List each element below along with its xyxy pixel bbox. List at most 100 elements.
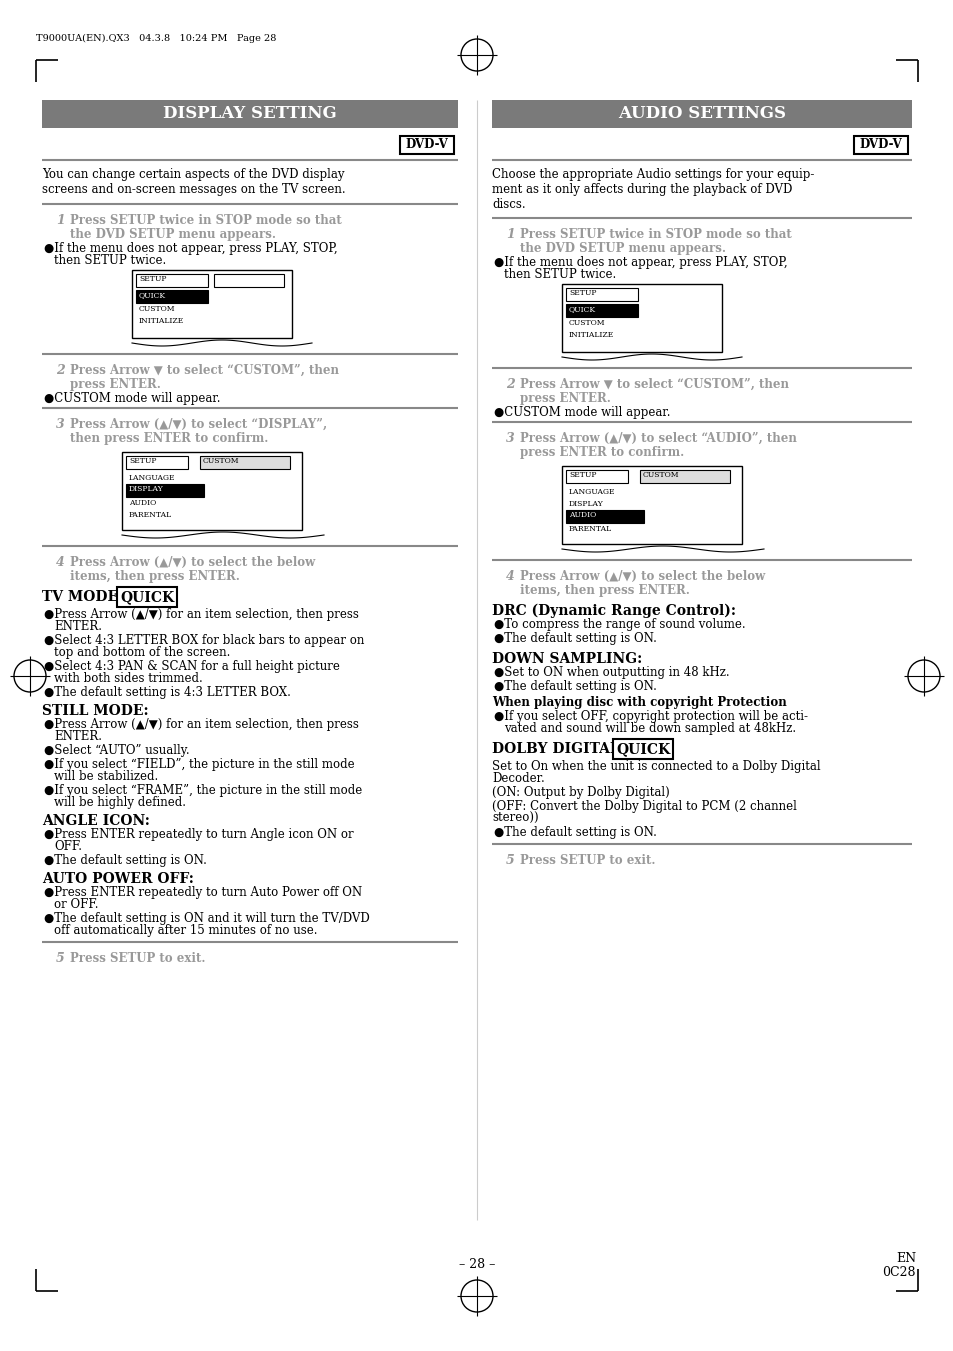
Text: Press Arrow (▲/▼) to select “AUDIO”, then: Press Arrow (▲/▼) to select “AUDIO”, the… (519, 432, 796, 444)
Text: or OFF.: or OFF. (54, 898, 98, 911)
Text: top and bottom of the screen.: top and bottom of the screen. (54, 646, 230, 659)
Text: Decoder.: Decoder. (492, 771, 544, 785)
Text: CUSTOM: CUSTOM (203, 457, 239, 465)
Text: 4: 4 (505, 570, 515, 584)
Text: QUICK: QUICK (139, 290, 166, 299)
Text: 0C28: 0C28 (882, 1266, 915, 1279)
Text: ●The default setting is ON.: ●The default setting is ON. (44, 854, 207, 867)
Text: 2: 2 (56, 363, 65, 377)
Bar (565, 509, 643, 523)
Text: press ENTER.: press ENTER. (70, 378, 161, 390)
Text: PARENTAL: PARENTAL (568, 526, 612, 534)
Text: ●Select 4:3 LETTER BOX for black bars to appear on: ●Select 4:3 LETTER BOX for black bars to… (44, 634, 364, 647)
Text: 4: 4 (56, 557, 65, 569)
Bar (561, 284, 721, 353)
Text: Press SETUP to exit.: Press SETUP to exit. (519, 854, 655, 867)
Text: Press Arrow ▼ to select “CUSTOM”, then: Press Arrow ▼ to select “CUSTOM”, then (519, 378, 788, 390)
Text: items, then press ENTER.: items, then press ENTER. (519, 584, 689, 597)
Bar (565, 470, 627, 484)
Text: 1: 1 (505, 228, 515, 240)
Text: ●Press Arrow (▲/▼) for an item selection, then press: ●Press Arrow (▲/▼) for an item selection… (44, 717, 358, 731)
Text: INITIALIZE: INITIALIZE (568, 331, 614, 339)
Text: ●The default setting is 4:3 LETTER BOX.: ●The default setting is 4:3 LETTER BOX. (44, 686, 291, 698)
Text: ●Press ENTER repeatedly to turn Angle icon ON or: ●Press ENTER repeatedly to turn Angle ic… (44, 828, 354, 842)
Text: ●If the menu does not appear, press PLAY, STOP,: ●If the menu does not appear, press PLAY… (44, 242, 337, 255)
Bar (565, 288, 638, 301)
Text: ENTER.: ENTER. (54, 730, 102, 743)
Text: ●Set to ON when outputting in 48 kHz.: ●Set to ON when outputting in 48 kHz. (494, 666, 729, 680)
Text: DISPLAY: DISPLAY (568, 500, 603, 508)
Text: ●Select 4:3 PAN & SCAN for a full height picture: ●Select 4:3 PAN & SCAN for a full height… (44, 661, 339, 673)
Text: Press SETUP twice in STOP mode so that: Press SETUP twice in STOP mode so that (519, 228, 791, 240)
Text: vated and sound will be down sampled at 48kHz.: vated and sound will be down sampled at … (503, 721, 796, 735)
Text: Press Arrow (▲/▼) to select the below: Press Arrow (▲/▼) to select the below (519, 570, 764, 584)
Text: ●Select “AUTO” usually.: ●Select “AUTO” usually. (44, 744, 190, 757)
Text: CUSTOM: CUSTOM (642, 471, 679, 480)
Text: T9000UA(EN).QX3   04.3.8   10:24 PM   Page 28: T9000UA(EN).QX3 04.3.8 10:24 PM Page 28 (36, 34, 276, 43)
Text: Press SETUP to exit.: Press SETUP to exit. (70, 952, 205, 965)
Bar (200, 457, 290, 469)
Text: AUDIO SETTINGS: AUDIO SETTINGS (618, 105, 785, 123)
Text: the DVD SETUP menu appears.: the DVD SETUP menu appears. (70, 228, 275, 240)
Text: then SETUP twice.: then SETUP twice. (54, 254, 166, 267)
Text: SETUP: SETUP (568, 289, 596, 297)
Text: ●If you select OFF, copyright protection will be acti-: ●If you select OFF, copyright protection… (494, 711, 807, 723)
Text: Press SETUP twice in STOP mode so that: Press SETUP twice in STOP mode so that (70, 213, 341, 227)
Text: with both sides trimmed.: with both sides trimmed. (54, 671, 203, 685)
Text: stereo)): stereo)) (492, 812, 538, 825)
Text: ●CUSTOM mode will appear.: ●CUSTOM mode will appear. (494, 407, 670, 419)
Text: LANGUAGE: LANGUAGE (568, 488, 615, 496)
Bar (565, 304, 638, 317)
Text: EN: EN (895, 1252, 915, 1265)
Text: STILL MODE:: STILL MODE: (42, 704, 149, 717)
Text: DVD-V: DVD-V (859, 139, 902, 151)
Text: DVD-V: DVD-V (405, 139, 448, 151)
Text: AUDIO: AUDIO (129, 499, 156, 507)
Text: ●The default setting is ON and it will turn the TV/DVD: ●The default setting is ON and it will t… (44, 912, 370, 925)
Text: – 28 –: – 28 – (458, 1258, 495, 1271)
Text: ●To compress the range of sound volume.: ●To compress the range of sound volume. (494, 617, 745, 631)
Text: INITIALIZE: INITIALIZE (139, 317, 184, 326)
Text: SETUP: SETUP (139, 276, 167, 282)
Text: off automatically after 15 minutes of no use.: off automatically after 15 minutes of no… (54, 924, 317, 938)
Text: will be highly defined.: will be highly defined. (54, 796, 186, 809)
Text: ●Press Arrow (▲/▼) for an item selection, then press: ●Press Arrow (▲/▼) for an item selection… (44, 608, 358, 621)
Text: ENTER.: ENTER. (54, 620, 102, 634)
Text: 3: 3 (505, 432, 515, 444)
Text: (OFF: Convert the Dolby Digital to PCM (2 channel: (OFF: Convert the Dolby Digital to PCM (… (492, 800, 796, 813)
Bar (213, 274, 284, 286)
Text: ●The default setting is ON.: ●The default setting is ON. (494, 680, 657, 693)
Text: then press ENTER to confirm.: then press ENTER to confirm. (70, 432, 268, 444)
Text: ●The default setting is ON.: ●The default setting is ON. (494, 632, 657, 644)
Text: ●The default setting is ON.: ●The default setting is ON. (494, 825, 657, 839)
Bar (122, 453, 302, 530)
Text: OFF.: OFF. (54, 840, 82, 852)
Text: QUICK: QUICK (616, 742, 670, 757)
Text: You can change certain aspects of the DVD display
screens and on-screen messages: You can change certain aspects of the DV… (42, 168, 345, 196)
Text: DISPLAY SETTING: DISPLAY SETTING (163, 105, 336, 123)
Bar (561, 466, 741, 544)
Text: the DVD SETUP menu appears.: the DVD SETUP menu appears. (519, 242, 725, 255)
Text: 5: 5 (56, 952, 65, 965)
Text: DRC (Dynamic Range Control):: DRC (Dynamic Range Control): (492, 604, 735, 619)
Text: DOLBY DIGITAL:: DOLBY DIGITAL: (492, 742, 629, 757)
Bar (132, 270, 292, 338)
Text: CUSTOM: CUSTOM (139, 305, 175, 313)
Text: DOWN SAMPLING:: DOWN SAMPLING: (492, 653, 641, 666)
Bar (136, 274, 208, 286)
Text: QUICK: QUICK (568, 305, 596, 313)
Text: 1: 1 (56, 213, 65, 227)
Text: DISPLAY: DISPLAY (129, 485, 164, 493)
Text: press ENTER.: press ENTER. (519, 392, 610, 405)
Text: AUTO POWER OFF:: AUTO POWER OFF: (42, 871, 193, 886)
Text: Press Arrow (▲/▼) to select the below: Press Arrow (▲/▼) to select the below (70, 557, 314, 569)
Text: PARENTAL: PARENTAL (129, 511, 172, 519)
Text: ●If you select “FRAME”, the picture in the still mode: ●If you select “FRAME”, the picture in t… (44, 784, 362, 797)
Bar (399, 136, 454, 154)
Bar (126, 484, 204, 497)
Text: will be stabilized.: will be stabilized. (54, 770, 158, 784)
Text: CUSTOM: CUSTOM (568, 319, 605, 327)
Text: SETUP: SETUP (129, 457, 156, 465)
Bar (136, 290, 208, 303)
Text: ●CUSTOM mode will appear.: ●CUSTOM mode will appear. (44, 392, 220, 405)
